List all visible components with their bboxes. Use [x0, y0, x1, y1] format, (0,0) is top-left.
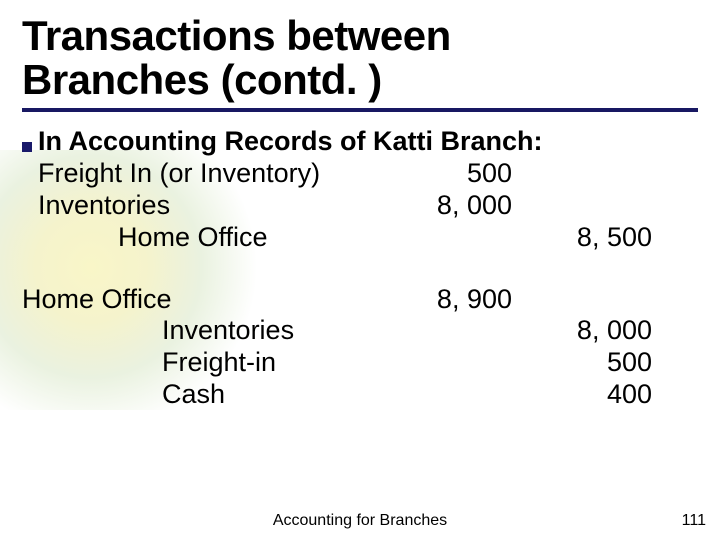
bullet-heading-row: In Accounting Records of Katti Branch:: [22, 126, 698, 158]
footer-title: Accounting for Branches: [0, 512, 720, 530]
account-name: Home Office: [22, 222, 402, 254]
account-name: Freight-in: [22, 347, 402, 379]
slide-container: Transactions between Branches (contd. ) …: [0, 0, 720, 540]
title-line-2: Branches (contd. ): [22, 58, 698, 102]
debit-amount: [402, 222, 532, 254]
page-number: 111: [682, 512, 706, 530]
account-name: Home Office: [22, 284, 402, 316]
credit-amount: 400: [532, 379, 652, 411]
debit-amount: 8, 900: [402, 284, 532, 316]
account-name: Cash: [22, 379, 402, 411]
slide-body: In Accounting Records of Katti Branch: F…: [22, 126, 698, 411]
debit-amount: [402, 347, 532, 379]
credit-amount: [532, 158, 652, 190]
title-underline: [22, 108, 698, 112]
journal-row: Home Office 8, 900: [22, 284, 698, 316]
title-line-1: Transactions between: [22, 14, 698, 58]
credit-amount: 8, 500: [532, 222, 652, 254]
account-name: Freight In (or Inventory): [22, 158, 402, 190]
blank-spacer: [22, 254, 698, 284]
records-heading: In Accounting Records of Katti Branch:: [38, 126, 543, 158]
journal-row: Inventories 8, 000: [22, 315, 698, 347]
journal-row: Home Office 8, 500: [22, 222, 698, 254]
credit-amount: 8, 000: [532, 315, 652, 347]
debit-amount: [402, 379, 532, 411]
journal-row: Freight-in 500: [22, 347, 698, 379]
credit-amount: [532, 284, 652, 316]
debit-amount: 500: [402, 158, 532, 190]
debit-amount: 8, 000: [402, 190, 532, 222]
journal-row: Inventories 8, 000: [22, 190, 698, 222]
account-name: Inventories: [22, 315, 402, 347]
journal-row: Cash 400: [22, 379, 698, 411]
credit-amount: 500: [532, 347, 652, 379]
square-bullet-icon: [22, 142, 32, 152]
account-name: Inventories: [22, 190, 402, 222]
debit-amount: [402, 315, 532, 347]
slide-title: Transactions between Branches (contd. ): [22, 14, 698, 102]
credit-amount: [532, 190, 652, 222]
journal-row: Freight In (or Inventory) 500: [22, 158, 698, 190]
